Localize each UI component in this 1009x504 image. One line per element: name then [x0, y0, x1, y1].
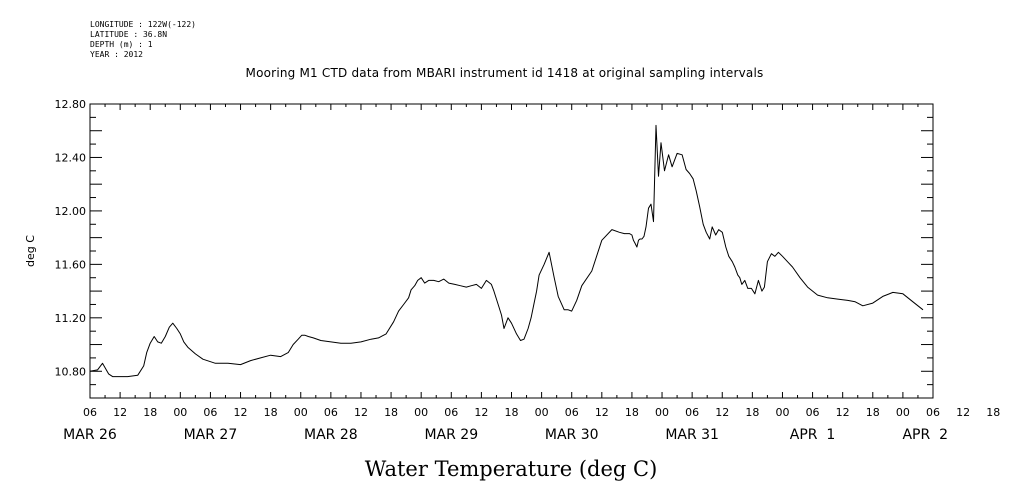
x-tick-label: 12 [474, 406, 488, 419]
x-tick-label: 00 [775, 406, 789, 419]
x-tick-label: 00 [535, 406, 549, 419]
x-tick-label: 00 [896, 406, 910, 419]
x-tick-label: 18 [986, 406, 1000, 419]
chart-title: Mooring M1 CTD data from MBARI instrumen… [245, 66, 764, 80]
date-labels: MAR 26 MAR 27 MAR 28 MAR 29 MAR 30 MAR 31 APR … [63, 427, 948, 443]
depth-text: DEPTH (m) : 1 [90, 40, 153, 49]
x-tick-label: 18 [264, 406, 278, 419]
x-tick-label: 12 [234, 406, 248, 419]
x-tick-label: 18 [745, 406, 759, 419]
date-label: MAR 26 [63, 427, 117, 443]
year-text: YEAR : 2012 [90, 50, 143, 59]
x-tick-labels: 06 12 18 00 06 12 18 00 06 12 18 00 06 12 18 00 06 12 18 00… [83, 406, 1000, 419]
longitude-text: LONGITUDE : 122W(-122) [90, 20, 196, 29]
x-tick-label: 06 [685, 406, 699, 419]
x-tick-label: 00 [414, 406, 428, 419]
x-tick-label: 06 [926, 406, 940, 419]
y-tick-label: 11.20 [55, 312, 87, 325]
x-tick-label: 12 [715, 406, 729, 419]
x-tick-label: 06 [324, 406, 338, 419]
latitude-text: LATITUDE : 36.8N [90, 30, 168, 39]
x-tick-label: 12 [113, 406, 127, 419]
y-tick-label: 11.60 [55, 258, 87, 271]
x-tick-label: 12 [354, 406, 368, 419]
x-tick-label: 18 [625, 406, 639, 419]
x-tick-label: 18 [143, 406, 157, 419]
date-label: MAR 31 [665, 427, 719, 443]
x-tick-label: 18 [505, 406, 519, 419]
date-label: MAR 27 [184, 427, 238, 443]
date-label: MAR 28 [304, 427, 358, 443]
date-label: APR 2 [902, 427, 948, 443]
x-tick-label: 18 [866, 406, 880, 419]
series-line [89, 124, 924, 378]
x-tick-label: 18 [384, 406, 398, 419]
x-tick-label: 06 [806, 406, 820, 419]
x-tick-label: 12 [595, 406, 609, 419]
date-label: APR 1 [790, 427, 836, 443]
y-tick-label: 12.80 [55, 98, 87, 111]
y-tick-labels: 10.80 11.20 11.60 12.00 12.40 12.80 [55, 98, 87, 378]
date-label: MAR 30 [545, 427, 599, 443]
y-tick-label: 12.40 [55, 151, 87, 164]
y-tick-label: 12.00 [55, 205, 87, 218]
x-axis-label: Water Temperature (deg C) [365, 457, 658, 481]
axis-ticks [89, 103, 934, 399]
plot-frame [89, 103, 934, 399]
metadata-block: LONGITUDE : 122W(-122) LATITUDE : 36.8N … [90, 20, 196, 60]
x-tick-label: 06 [444, 406, 458, 419]
x-tick-label: 06 [203, 406, 217, 419]
x-tick-label: 12 [836, 406, 850, 419]
x-tick-label: 00 [294, 406, 308, 419]
x-tick-label: 06 [565, 406, 579, 419]
x-tick-label: 00 [173, 406, 187, 419]
x-tick-label: 00 [655, 406, 669, 419]
y-tick-label: 10.80 [55, 365, 87, 378]
y-axis-label: deg C [24, 235, 37, 267]
x-tick-label: 12 [956, 406, 970, 419]
date-label: MAR 29 [424, 427, 478, 443]
x-tick-label: 06 [83, 406, 97, 419]
